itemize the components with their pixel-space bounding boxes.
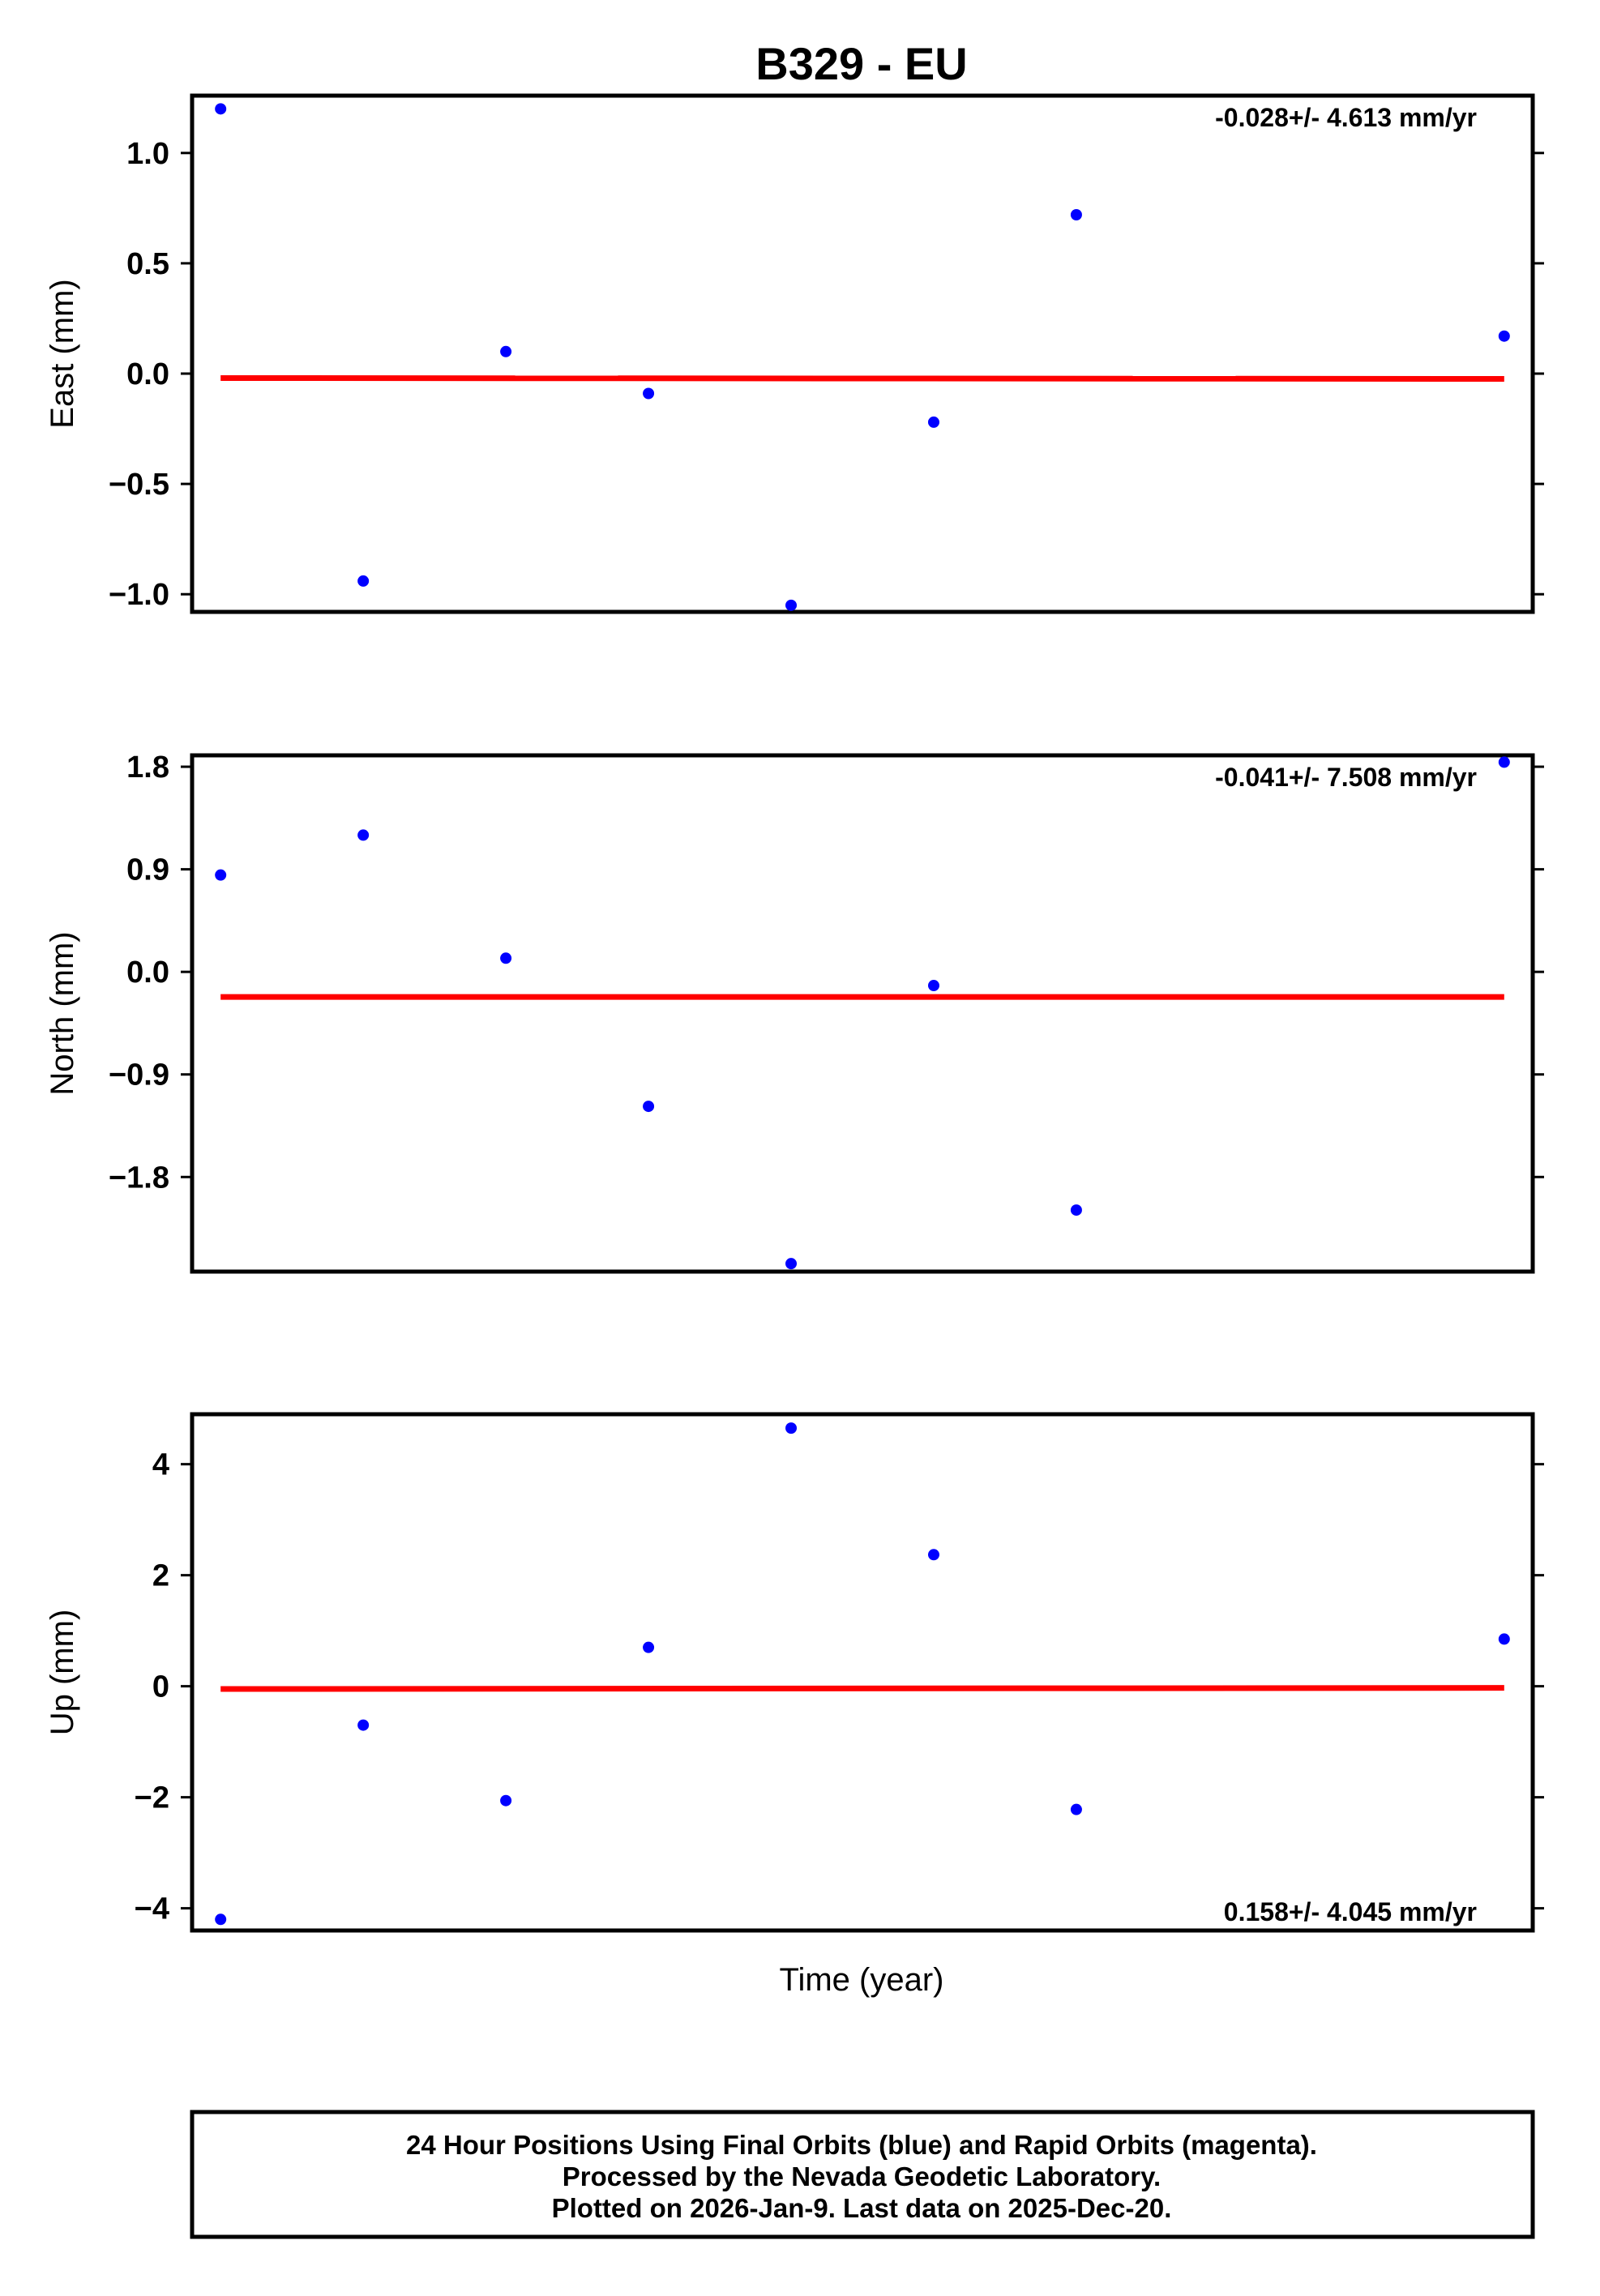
- y-tick-label: 1.0: [126, 137, 169, 171]
- y-axis-label-up: Up (mm): [45, 1610, 80, 1736]
- data-point: [1498, 1633, 1510, 1645]
- data-point: [1070, 209, 1082, 220]
- panel-frame-north: [190, 753, 1535, 1274]
- data-point: [927, 416, 939, 428]
- y-tick-label: 1.8: [126, 750, 169, 785]
- y-tick-label: −1.0: [109, 578, 169, 612]
- panels: 1.0 0.5 0.0 −0.5 −1.0 East (mm) -0.028+/- 4.61…: [45, 93, 1544, 1933]
- y-tick-label: −2: [135, 1781, 169, 1815]
- data-point: [1498, 330, 1510, 342]
- data-point: [643, 1101, 655, 1113]
- data-point: [1070, 1803, 1082, 1815]
- y-tick-label: 0.0: [126, 956, 169, 990]
- y-tick-label: −4: [135, 1892, 169, 1926]
- data-point: [643, 387, 655, 400]
- data-point: [500, 345, 512, 357]
- data-point: [357, 575, 370, 587]
- data-point: [785, 599, 798, 611]
- data-point: [357, 1719, 370, 1731]
- y-tick-label: 2: [152, 1559, 169, 1593]
- footer-line-2: Processed by the Nevada Geodetic Laborat…: [563, 2161, 1161, 2191]
- data-point: [215, 103, 227, 115]
- panel-north: 1.8 0.9 0.0 −0.9 −1.8 North (mm) -0.041+/- 7.5…: [45, 750, 1544, 1274]
- y-tick-label: 0.9: [126, 853, 169, 887]
- data-point: [500, 952, 512, 964]
- rate-label-up: 0.158+/- 4.045 mm/yr: [1224, 1897, 1477, 1926]
- data-point: [927, 1549, 939, 1561]
- x-axis-label: Time (year): [780, 1962, 944, 1998]
- y-axis-label-north: North (mm): [45, 931, 80, 1095]
- y-tick-label: 0: [152, 1670, 169, 1704]
- data-point: [1070, 1204, 1082, 1216]
- y-tick-label: 4: [152, 1448, 169, 1482]
- rate-label-east: -0.028+/- 4.613 mm/yr: [1215, 103, 1477, 132]
- data-point: [215, 1913, 227, 1926]
- y-tick-label: −1.8: [109, 1161, 169, 1195]
- footer-box: [190, 2110, 1535, 2239]
- data-point: [785, 1258, 798, 1270]
- y-tick-label: −0.9: [109, 1058, 169, 1092]
- panel-frame-east: [190, 93, 1535, 614]
- chart-title: B329 - EU: [755, 38, 967, 89]
- y-tick-label: −0.5: [109, 468, 169, 502]
- rate-label-north: -0.041+/- 7.508 mm/yr: [1215, 763, 1477, 792]
- data-point: [500, 1794, 512, 1806]
- panel-east: 1.0 0.5 0.0 −0.5 −1.0 East (mm) -0.028+/- 4.61…: [45, 93, 1544, 614]
- footer-line-3: Plotted on 2026-Jan-9. Last data on 2025…: [552, 2193, 1172, 2223]
- data-point: [357, 829, 370, 841]
- data-point: [643, 1641, 655, 1653]
- data-point: [1498, 756, 1510, 768]
- data-point: [785, 1422, 798, 1434]
- data-point: [927, 980, 939, 992]
- panel-up: 4 2 0 −2 −4 Up (mm) 0.158+/- 4.045 mm/yr: [45, 1412, 1544, 1933]
- y-tick-label: 0.5: [126, 247, 169, 281]
- data-point: [215, 869, 227, 881]
- y-axis-label-east: East (mm): [45, 279, 80, 428]
- panel-frame-up: [190, 1412, 1535, 1933]
- y-tick-label: 0.0: [126, 357, 169, 391]
- footer-line-1: 24 Hour Positions Using Final Orbits (bl…: [406, 2130, 1317, 2160]
- trend-line-up: [220, 1685, 1504, 1692]
